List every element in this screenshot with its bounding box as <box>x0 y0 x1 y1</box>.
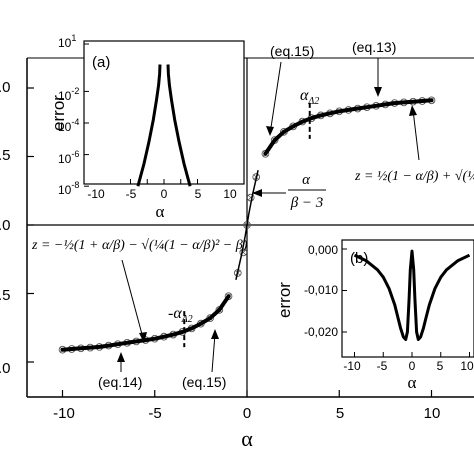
arrowhead <box>211 329 219 339</box>
arrow-eq15-bottom <box>211 333 216 373</box>
inset-a-ticks <box>84 43 198 187</box>
arrow-formula-right <box>412 109 420 161</box>
inset-b-y-title: error <box>275 282 294 318</box>
inset-b-x-tick-label: -10 <box>343 359 361 373</box>
inset-b-series-line <box>353 249 471 341</box>
inset-a-y-tick-label: 10-4 <box>58 117 79 134</box>
annotation-eq13: (eq.13) <box>352 39 396 55</box>
y-tick-label: .0 <box>0 217 11 234</box>
annotation-eq15-bottom: (eq.15) <box>182 374 226 390</box>
x-tick-label: -5 <box>148 405 161 422</box>
annotation-eq14: (eq.14) <box>98 374 142 390</box>
inset-a-y-tick-label: 10-6 <box>58 149 79 166</box>
inset-a: (a) -10 -5 0 5 10 α error 101 10-2 10-4 … <box>49 33 245 221</box>
x-tick-label: -10 <box>53 405 75 422</box>
formula-left: z = −½(1 + α/β) − √(¼(1 − α/β)² − β) <box>31 238 248 253</box>
annotation-alpha-delta2: αΔ2 <box>300 87 319 107</box>
inset-b-x-title: α <box>408 373 417 392</box>
inset-b-data <box>353 249 471 341</box>
y-tick-label: .5 <box>0 147 11 164</box>
arrowhead <box>266 126 274 136</box>
formula-right: z = ½(1 − α/β) + √(¼( <box>354 169 474 184</box>
inset-a-data <box>136 64 192 187</box>
x-tick-label: 5 <box>336 405 344 422</box>
inset-a-y-tick-label: 10-2 <box>58 86 79 103</box>
x-tick-label: 10 <box>424 405 441 422</box>
inset-b-x-tick-label: 0 <box>409 359 416 373</box>
inset-a-x-tick-label: 0 <box>161 187 168 201</box>
y-tick-label: .0 <box>0 360 11 377</box>
inset-a-series-line <box>166 64 192 187</box>
inset-b: (b) -10 -5 0 5 10 α error 0,000 -0,010 -… <box>275 239 474 392</box>
subscript: Δ2 <box>181 314 193 325</box>
inset-a-x-title: α <box>156 202 165 221</box>
arrow-eq15-top <box>269 61 282 135</box>
inset-a-y-tick-labels: 101 10-2 10-4 10-6 10-8 <box>58 33 79 197</box>
inset-b-x-tick-label: 10 <box>460 359 474 373</box>
inset-b-x-tick-label: -5 <box>377 359 388 373</box>
inset-b-ticks <box>342 248 470 357</box>
annotations: (eq.15) (eq.13) αΔ2 z = ½(1 − α/β) + √(¼… <box>31 39 474 390</box>
formula-mid-numerator: α <box>302 172 311 188</box>
x-axis-title: α <box>241 426 253 451</box>
y-tick-label: .0 <box>0 79 11 96</box>
inset-a-x-tick-label: -10 <box>87 187 105 201</box>
y-tick-label: .5 <box>0 287 11 304</box>
inset-a-series-line <box>136 64 162 187</box>
series-line-thick-line-negative <box>60 294 231 352</box>
arrowhead <box>409 105 417 116</box>
inset-b-y-tick-label: -0,010 <box>304 283 338 297</box>
arrowhead <box>139 332 147 343</box>
main-plot: -10 -5 0 5 10 α .0 .5 .0 .5 .0 <box>0 57 474 451</box>
inset-b-y-tick-label: -0,020 <box>304 325 338 339</box>
inset-b-panel-label: (b) <box>350 250 368 267</box>
inset-a-y-tick-label: 10-8 <box>58 180 79 197</box>
inset-a-y-title: error <box>49 95 68 131</box>
arrow-formula-left <box>121 259 144 339</box>
main-data <box>58 96 436 354</box>
inset-b-y-tick-label: 0,000 <box>308 243 338 257</box>
arrowhead <box>374 87 382 97</box>
series-line-thick-line-positive <box>263 98 434 156</box>
inset-a-x-tick-label: 5 <box>195 187 202 201</box>
main-ticks <box>27 87 433 397</box>
annotation-neg-alpha-delta2: -αΔ2 <box>168 305 193 325</box>
inset-a-x-tick-label: -5 <box>126 187 137 201</box>
inset-a-y-tick-label: 101 <box>58 33 76 50</box>
x-tick-label: 0 <box>243 405 251 422</box>
main-threshold-markers <box>183 102 311 348</box>
arrowhead <box>117 352 125 362</box>
formula-mid-denominator: β − 3 <box>290 195 324 211</box>
arrowhead <box>252 189 262 197</box>
annotation-eq15-top: (eq.15) <box>270 43 314 59</box>
series-line-center <box>235 170 259 280</box>
inset-a-x-tick-label: 10 <box>223 187 237 201</box>
inset-a-panel-label: (a) <box>92 54 110 71</box>
inset-b-x-tick-label: 5 <box>437 359 444 373</box>
subscript: Δ2 <box>307 96 319 107</box>
